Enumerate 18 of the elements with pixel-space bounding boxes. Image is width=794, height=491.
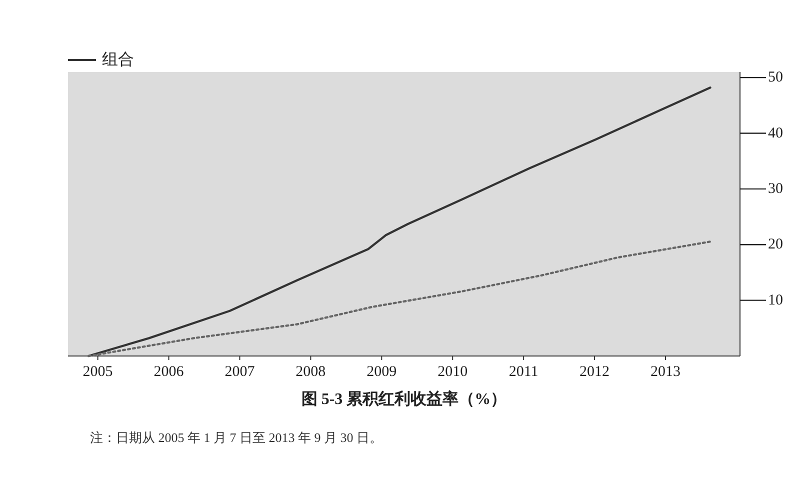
x-tick-label: 2006 xyxy=(154,364,184,380)
y2-tick-label: 50 xyxy=(768,70,783,86)
x-tick-label: 2007 xyxy=(224,364,256,380)
x-tick-label: 2012 xyxy=(580,364,610,380)
x-tick-label: 2013 xyxy=(650,364,680,380)
line-series xyxy=(87,240,714,358)
x-tick-label: 2009 xyxy=(366,364,397,380)
x-tick-label: 2008 xyxy=(296,364,326,380)
text: 图 5-3 累积红利收益率（%） xyxy=(301,389,507,408)
y2-tick-label: 30 xyxy=(768,180,783,197)
x-tick-label: 2011 xyxy=(508,364,538,380)
x-tick-label: 2005 xyxy=(82,364,113,380)
text: 注：日期从 2005 年 1 月 7 日至 2013 年 9 月 30 日。 xyxy=(90,430,382,445)
y2-tick-label: 10 xyxy=(768,292,783,308)
y2-tick-label: 20 xyxy=(768,236,783,253)
y2-tick-label: 40 xyxy=(768,125,783,142)
x-tick-label: 2010 xyxy=(438,364,468,380)
legend-label: 组合 xyxy=(102,50,134,68)
